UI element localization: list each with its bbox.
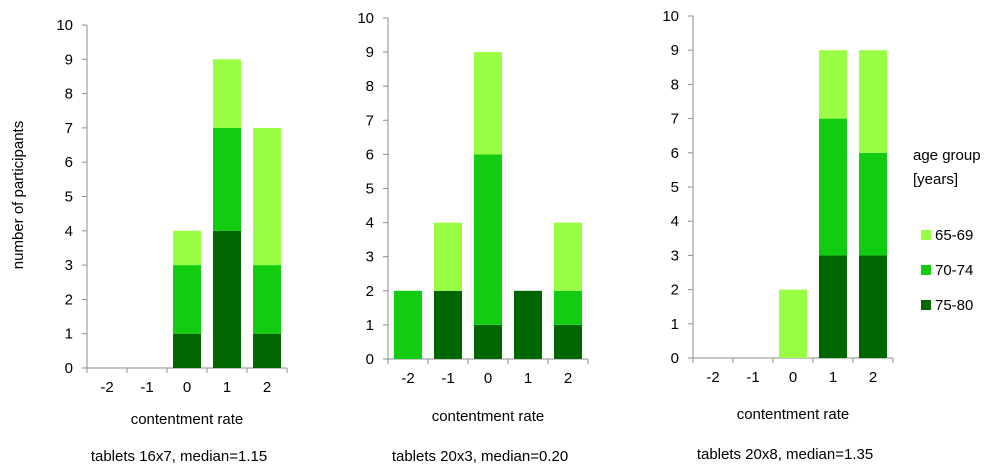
y-axis-title: number of participants xyxy=(10,121,27,269)
y-tick-label: 1 xyxy=(671,316,679,333)
y-tick-label: 10 xyxy=(357,10,374,27)
legend-swatch-70-74 xyxy=(921,265,931,275)
y-tick-label: 2 xyxy=(671,282,679,299)
bar-segment-70-74-cat-1 xyxy=(213,127,241,231)
chart-panel-2: 0 1 2 3 4 5 6 7 8 9 10 -2 -1 0 1 2 contentment rate table… xyxy=(357,10,589,465)
bar-segment-75-80-cat-0 xyxy=(173,333,201,368)
y-tick-label: 7 xyxy=(65,120,73,137)
bar-segment-70-74-cat-2 xyxy=(859,152,887,256)
y-tick-label: 9 xyxy=(671,42,679,59)
legend: age group [years] 65-69 70-74 75-80 xyxy=(913,147,981,314)
chart-panel-3: 0 1 2 3 4 5 6 7 8 9 10 -2 -1 0 1 2 contentment rate table… xyxy=(662,8,894,463)
y-tick-label: 5 xyxy=(366,181,374,198)
bar-segment-75-80-cat-2 xyxy=(554,324,582,359)
bar-segment-70-74-cat-2 xyxy=(554,290,582,325)
y-tick-label: 1 xyxy=(366,317,374,334)
legend-label-75-80: 75-80 xyxy=(935,297,973,314)
y-tick-label: 6 xyxy=(366,146,374,163)
panel-caption: tablets 20x8, median=1.35 xyxy=(697,446,873,463)
y-tick-label: 1 xyxy=(65,326,73,343)
x-axis-title: contentment rate xyxy=(131,411,244,428)
y-tick-label: 10 xyxy=(662,8,679,25)
y-tick-label: 5 xyxy=(671,179,679,196)
bar-segment-65-69-cat-1 xyxy=(819,50,847,119)
y-tick-label: 7 xyxy=(366,112,374,129)
legend-title-line1: age group xyxy=(913,147,981,164)
y-tick-label: 3 xyxy=(671,247,679,264)
x-tick-label: -2 xyxy=(100,379,113,396)
x-tick-label: -1 xyxy=(441,370,454,387)
bar-segment-65-69-cat-2 xyxy=(253,127,281,266)
bar-segment-75-80-cat-2 xyxy=(859,255,887,358)
x-tick-label: 2 xyxy=(564,370,572,387)
bar-segment-75-80-cat--1 xyxy=(434,290,462,359)
bar-segment-70-74-cat--2 xyxy=(394,290,422,359)
y-tick-label: 2 xyxy=(366,283,374,300)
x-axis-title: contentment rate xyxy=(737,406,850,423)
bar-segment-65-69-cat-1 xyxy=(213,59,241,128)
chart-panel-1: 0 1 2 3 4 5 6 7 8 9 10 -2 -1 0 1 2 contentment rate table… xyxy=(56,17,288,465)
y-tick-label: 0 xyxy=(671,350,679,367)
y-tick-label: 9 xyxy=(65,51,73,68)
bar-segment-70-74-cat-2 xyxy=(253,265,281,334)
legend-swatch-75-80 xyxy=(921,300,931,310)
y-tick-label: 4 xyxy=(366,215,374,232)
bar-segment-65-69-cat-2 xyxy=(554,222,582,291)
y-tick-label: 4 xyxy=(671,213,679,230)
y-tick-label: 3 xyxy=(65,257,73,274)
y-tick-label: 10 xyxy=(56,17,73,34)
bar-segment-65-69-cat-0 xyxy=(474,52,502,155)
y-tick-label: 8 xyxy=(65,86,73,103)
x-tick-label: -1 xyxy=(140,379,153,396)
y-tick-label: 4 xyxy=(65,223,73,240)
bar-segment-65-69-cat-2 xyxy=(859,50,887,153)
bar-segment-70-74-cat-0 xyxy=(173,265,201,334)
y-tick-label: 0 xyxy=(65,360,73,377)
y-tick-label: 8 xyxy=(671,76,679,93)
y-tick-label: 6 xyxy=(65,154,73,171)
x-tick-label: -2 xyxy=(706,369,719,386)
bar-segment-75-80-cat-2 xyxy=(253,333,281,368)
x-tick-label: 2 xyxy=(263,379,271,396)
y-tick-label: 0 xyxy=(366,351,374,368)
y-tick-label: 5 xyxy=(65,189,73,206)
bar-segment-75-80-cat-1 xyxy=(213,230,241,368)
legend-label-70-74: 70-74 xyxy=(935,262,973,279)
bar-segment-75-80-cat-1 xyxy=(819,255,847,358)
y-tick-label: 7 xyxy=(671,111,679,128)
x-tick-label: 1 xyxy=(524,370,532,387)
bar-segment-75-80-cat-1 xyxy=(514,290,542,359)
x-tick-label: 1 xyxy=(223,379,231,396)
x-tick-label: 0 xyxy=(183,379,191,396)
bar-segment-65-69-cat-0 xyxy=(779,289,807,358)
x-axis-title: contentment rate xyxy=(432,408,545,425)
legend-label-65-69: 65-69 xyxy=(935,227,973,244)
x-tick-label: -2 xyxy=(401,370,414,387)
bar-segment-70-74-cat-0 xyxy=(474,154,502,325)
bar-segment-70-74-cat-1 xyxy=(819,118,847,256)
bar-segment-65-69-cat--1 xyxy=(434,222,462,291)
legend-title-line2: [years] xyxy=(913,171,958,188)
y-tick-label: 2 xyxy=(65,291,73,308)
x-tick-label: 1 xyxy=(829,369,837,386)
x-tick-label: -1 xyxy=(746,369,759,386)
bar-segment-75-80-cat-0 xyxy=(474,324,502,359)
panel-caption: tablets 20x3, median=0.20 xyxy=(392,448,568,465)
y-tick-label: 9 xyxy=(366,44,374,61)
bar-segment-65-69-cat-0 xyxy=(173,230,201,266)
y-tick-label: 8 xyxy=(366,78,374,95)
y-tick-label: 3 xyxy=(366,249,374,266)
panel-caption: tablets 16x7, median=1.15 xyxy=(91,448,267,465)
x-tick-label: 0 xyxy=(789,369,797,386)
legend-swatch-65-69 xyxy=(921,230,931,240)
x-tick-label: 2 xyxy=(869,369,877,386)
y-tick-label: 6 xyxy=(671,145,679,162)
x-tick-label: 0 xyxy=(484,370,492,387)
